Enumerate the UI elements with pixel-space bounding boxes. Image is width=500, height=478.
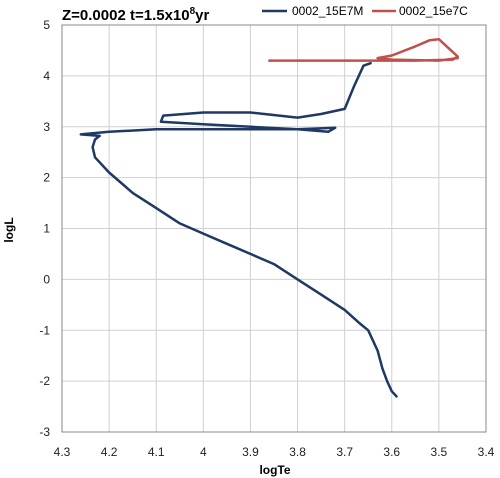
x-tick-labels: 4.3 4.2 4.1 4 3.9 3.8 3.7 3.6 3.5 3.4 bbox=[54, 445, 495, 459]
y-tick-label: -2 bbox=[39, 374, 50, 388]
plot-frame bbox=[61, 24, 487, 433]
chart-title: Z=0.0002 t=1.5x108yr bbox=[62, 6, 210, 24]
y-tick-label: 1 bbox=[43, 222, 50, 236]
x-tick-label: 3.7 bbox=[336, 445, 353, 459]
y-tick-label: -1 bbox=[39, 323, 50, 337]
x-axis-label: logTe bbox=[259, 463, 290, 477]
legend-label-0002-15E7M: 0002_15E7M bbox=[292, 4, 363, 18]
x-tick-label: 3.8 bbox=[289, 445, 306, 459]
x-tick-label: 4.1 bbox=[148, 445, 165, 459]
y-tick-label: -3 bbox=[39, 425, 50, 439]
x-tick-label: 3.5 bbox=[431, 445, 448, 459]
grid bbox=[61, 24, 487, 433]
x-tick-label: 4.2 bbox=[101, 445, 118, 459]
y-tick-label: 5 bbox=[43, 18, 50, 32]
y-axis-label: logL bbox=[2, 217, 16, 242]
legend: 0002_15E7M 0002_15e7C bbox=[262, 4, 468, 18]
x-tick-label: 3.9 bbox=[242, 445, 259, 459]
y-tick-label: 4 bbox=[43, 69, 50, 83]
x-tick-label: 4.3 bbox=[54, 445, 71, 459]
y-tick-label: 2 bbox=[43, 171, 50, 185]
x-tick-label: 4 bbox=[200, 445, 207, 459]
legend-label-0002-15e7C: 0002_15e7C bbox=[399, 4, 468, 18]
y-tick-labels: 5 4 3 2 1 0 -1 -2 -3 bbox=[39, 18, 50, 439]
x-tick-label: 3.4 bbox=[478, 445, 495, 459]
series-layer bbox=[79, 37, 459, 398]
y-tick-label: 3 bbox=[43, 120, 50, 134]
y-tick-label: 0 bbox=[43, 272, 50, 286]
x-tick-label: 3.6 bbox=[383, 445, 400, 459]
series-line-0002_15E7M bbox=[79, 61, 398, 398]
series-line-0002_15e7C bbox=[268, 37, 459, 62]
